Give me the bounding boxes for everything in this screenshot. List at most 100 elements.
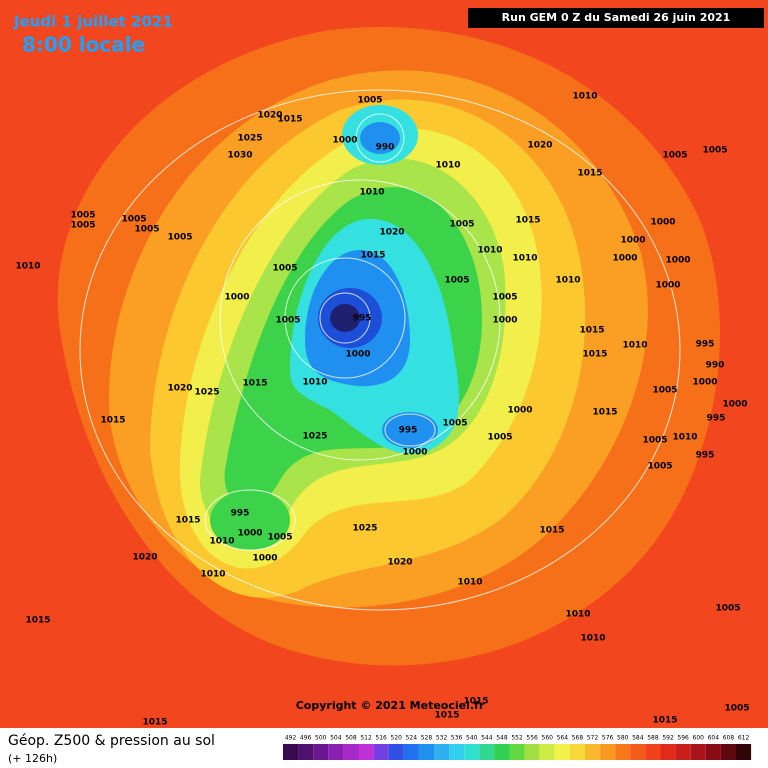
legend-swatch [328,744,344,760]
legend-swatch [494,744,510,760]
isobar-label: 1020 [132,553,157,563]
legend-swatch [690,744,706,760]
legend-value: 600 [693,735,705,742]
legend-value: 496 [300,735,312,742]
legend-value: 580 [617,735,629,742]
isobar-label: 1025 [352,524,377,534]
isobar-label: 1005 [442,419,467,429]
legend-value: 592 [662,735,674,742]
isobar-label: 1005 [357,96,382,106]
legend-swatch [736,744,752,760]
isobar-label: 1005 [134,225,159,235]
legend-value: 512 [360,735,372,742]
isobar-label: 1010 [435,161,460,171]
isobar-label: 1000 [402,448,427,458]
isobar-label: 1005 [492,293,517,303]
isobar-label: 1020 [379,228,404,238]
legend-value: 564 [557,735,569,742]
legend-swatch [705,744,721,760]
legend-swatch [630,744,646,760]
legend-value: 536 [451,735,463,742]
isobar-label: 1015 [242,379,267,389]
isobar-label: 1005 [702,146,727,156]
isobar-label: 1005 [487,433,512,443]
isobar-label: 1000 [665,256,690,266]
legend-swatch [283,744,299,760]
isobar-label: 1000 [237,529,262,539]
isobar-label: 1005 [267,533,292,543]
isobar-label: 1025 [237,134,262,144]
isobar-label: 1010 [302,378,327,388]
legend-swatch [434,744,450,760]
isobar-label: 995 [353,314,372,324]
legend-value: 544 [481,735,493,742]
isobar-label: 1000 [620,236,645,246]
legend-swatch [554,744,570,760]
isobar-label: 1005 [715,604,740,614]
isobar-label: 1015 [100,416,125,426]
isobar-label: 1010 [457,578,482,588]
isobar-label: 1010 [555,276,580,286]
isobar-label: 1005 [652,386,677,396]
legend-swatch [675,744,691,760]
isobar-label: 995 [707,414,726,424]
isobar-label: 1015 [277,115,302,125]
legend-swatch [645,744,661,760]
isobar-label: 1005 [70,211,95,221]
isobar-label: 1000 [507,406,532,416]
legend-swatch [449,744,465,760]
legend-value: 588 [647,735,659,742]
isobar-label: 1025 [194,388,219,398]
isobar-label: 1000 [492,316,517,326]
legend-value: 548 [496,735,508,742]
legend-value: 492 [285,735,297,742]
legend-value: 556 [526,735,538,742]
isobar-label: 1015 [582,350,607,360]
legend-swatch [464,744,480,760]
legend-value: 560 [542,735,554,742]
forecast-date: Jeudi 1 juillet 2021 [13,13,173,31]
legend-value: 520 [391,735,403,742]
isobar-label: 1000 [722,400,747,410]
isobar-label: 1005 [272,264,297,274]
isobar-label: 1000 [345,350,370,360]
legend-swatch [418,744,434,760]
legend-swatch [585,744,601,760]
isobar-label: 1005 [70,221,95,231]
run-label: Run GEM 0 Z du Samedi 26 juin 2021 [502,11,731,24]
footer-lead: (+ 126h) [8,752,57,765]
isobar-label: 1010 [512,254,537,264]
isobar-label: 1010 [359,188,384,198]
isobar-label: 1010 [572,92,597,102]
isobar-label: 995 [231,509,250,519]
legend-swatch [358,744,374,760]
isobar-label: 1005 [647,462,672,472]
run-box [468,8,764,28]
isobar-label: 1015 [142,718,167,728]
isobar-label: 1010 [209,537,234,547]
legend-value: 596 [677,735,689,742]
isobar-label: 1015 [434,711,459,721]
isobar-label: 1030 [227,151,252,161]
forecast-time: 8:00 locale [22,33,145,57]
isobar-label: 1015 [577,169,602,179]
isobars [79,89,681,611]
legend-swatch [509,744,525,760]
isobar-label: 1020 [527,141,552,151]
legend-swatch [479,744,495,760]
isobar-label: 1005 [121,215,146,225]
legend-value: 604 [708,735,720,742]
isobar-label: 1020 [387,558,412,568]
legend: 492 496 500 504 508 512 516 520 524 528 532 536 540 5… [283,735,752,760]
footer-title: Géop. Z500 & pression au sol [8,733,215,749]
isobar-label: 1005 [275,316,300,326]
isobar-label: 1010 [200,570,225,580]
isobar-label: 1000 [650,218,675,228]
isobar-label: 1005 [444,276,469,286]
isobar-label: 1020 [257,111,282,121]
legend-value: 516 [375,735,387,742]
legend-swatch [720,744,736,760]
isobar-label: 1010 [622,341,647,351]
